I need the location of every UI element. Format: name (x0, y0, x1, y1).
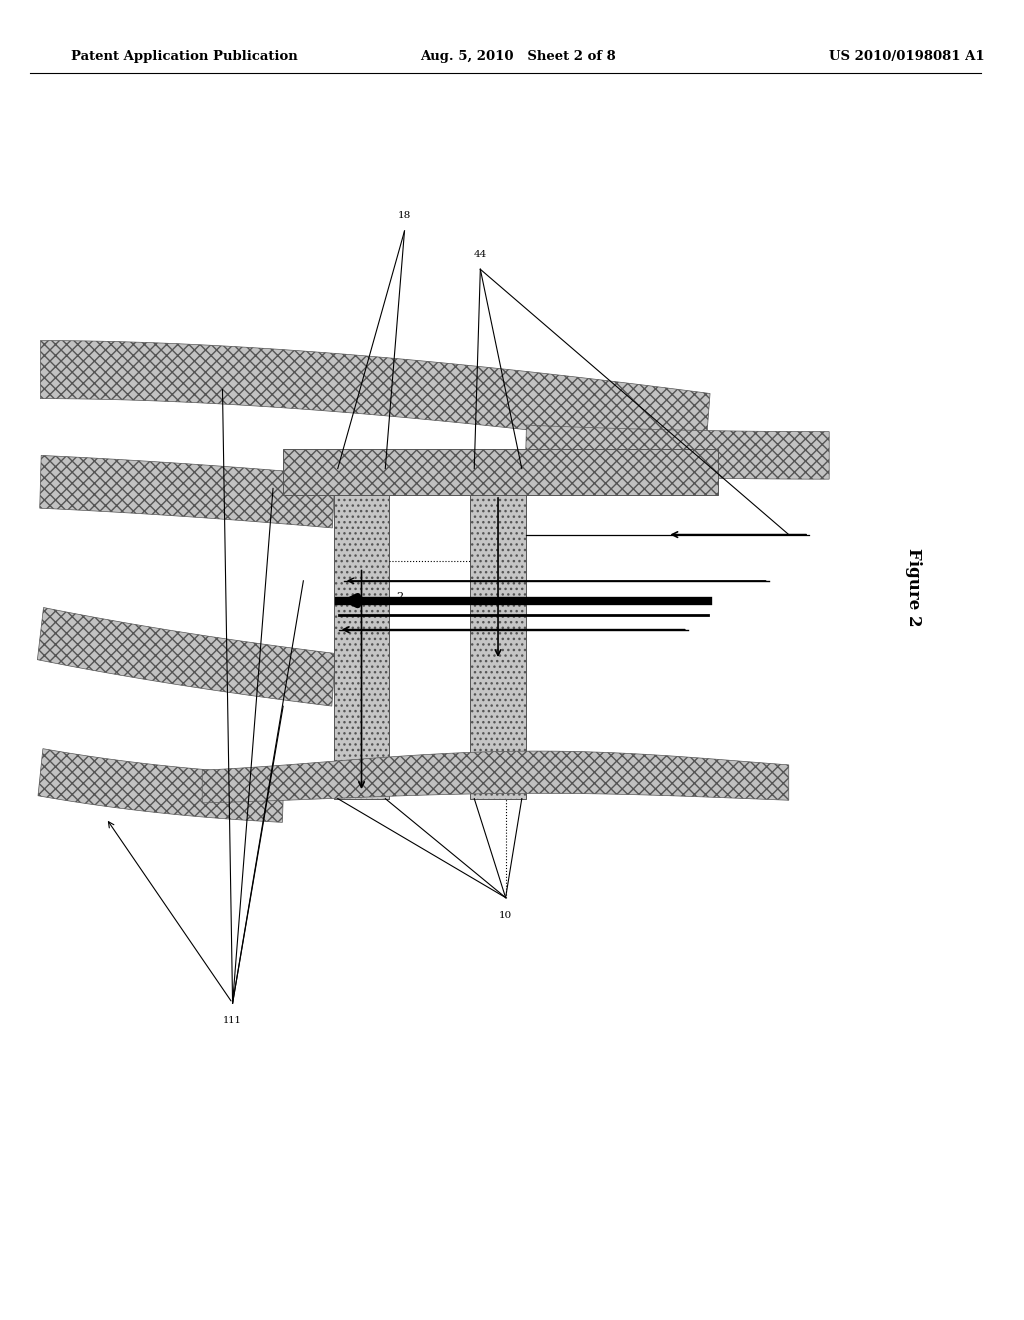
Polygon shape (40, 455, 335, 528)
Polygon shape (525, 425, 829, 479)
Text: Patent Application Publication: Patent Application Publication (71, 50, 298, 63)
Text: 10: 10 (499, 911, 512, 920)
Bar (470, 469, 526, 799)
Polygon shape (38, 748, 284, 822)
Text: 2: 2 (396, 591, 403, 602)
Bar (334, 469, 389, 799)
Text: US 2010/0198081 A1: US 2010/0198081 A1 (829, 50, 985, 63)
Text: Figure 2: Figure 2 (905, 548, 922, 627)
Polygon shape (40, 341, 710, 451)
Text: 18: 18 (398, 211, 411, 220)
Text: Aug. 5, 2010   Sheet 2 of 8: Aug. 5, 2010 Sheet 2 of 8 (420, 50, 615, 63)
Text: 44: 44 (474, 249, 487, 259)
Bar (284, 449, 718, 495)
Polygon shape (38, 607, 336, 706)
Polygon shape (203, 751, 788, 803)
Text: 111: 111 (223, 1016, 242, 1026)
